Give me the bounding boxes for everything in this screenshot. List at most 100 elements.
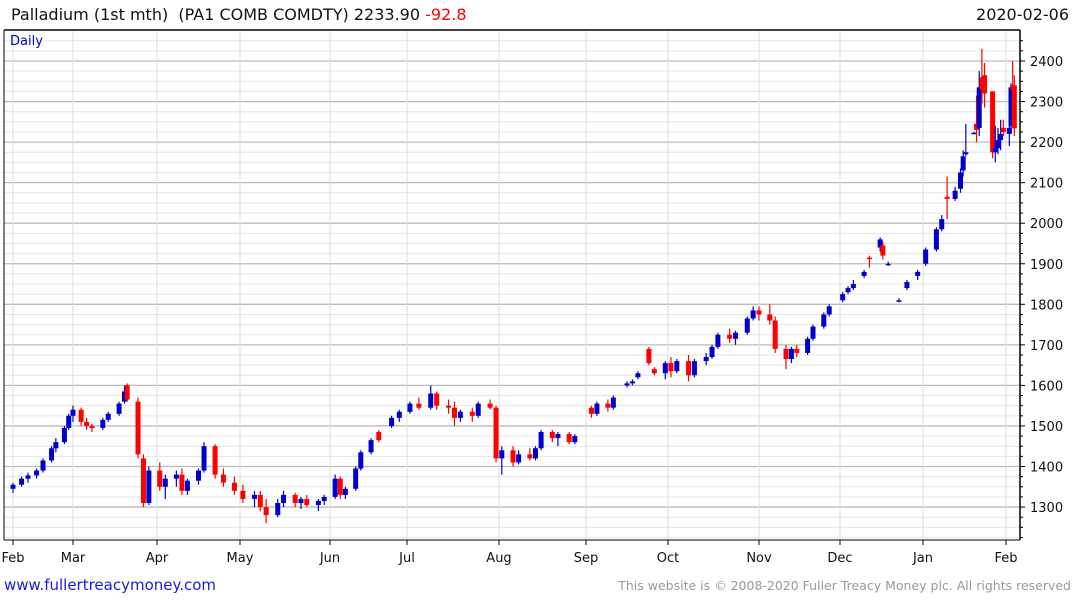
- candle-body: [1008, 87, 1014, 126]
- candle-body: [756, 310, 762, 315]
- candle-body: [231, 482, 237, 491]
- candle-body: [135, 401, 141, 455]
- candle-body: [963, 152, 969, 155]
- candle-body: [810, 326, 816, 339]
- candle-body: [342, 488, 348, 495]
- candle-body: [971, 132, 977, 135]
- candle-body: [358, 452, 364, 469]
- candle-body: [40, 460, 46, 471]
- candle-body: [715, 334, 721, 347]
- candle-body: [179, 474, 185, 491]
- candle-body: [982, 75, 988, 94]
- candle-body: [861, 271, 867, 276]
- candle-body: [896, 300, 902, 302]
- candle-body: [173, 474, 179, 479]
- candle-body: [805, 338, 811, 353]
- candle-body: [826, 306, 832, 315]
- candle-body: [140, 458, 146, 503]
- candle-body: [100, 419, 106, 428]
- candle-body: [703, 357, 709, 362]
- candle-body: [105, 413, 111, 420]
- chart-date: 2020-02-06: [976, 5, 1069, 24]
- site-link[interactable]: www.fullertreacymoney.com: [4, 576, 217, 594]
- candle-body: [446, 405, 452, 408]
- candle-body: [10, 484, 16, 489]
- candle-body: [691, 361, 697, 376]
- x-tick-label: Feb: [1, 551, 24, 566]
- candle-body: [487, 403, 493, 408]
- candle-body: [25, 475, 31, 479]
- candle-body: [944, 196, 950, 199]
- candle-body: [61, 427, 67, 443]
- candle-body: [974, 123, 980, 130]
- y-tick-label: 2000: [1030, 217, 1063, 232]
- candle-body: [527, 454, 533, 459]
- candle-body: [979, 77, 985, 90]
- candle-body: [976, 87, 982, 128]
- candle-body: [146, 470, 152, 503]
- candle-body: [549, 432, 555, 439]
- x-tick-label: Jan: [912, 551, 933, 566]
- candle-body: [493, 407, 499, 459]
- candle-body: [389, 417, 395, 426]
- candle-body: [78, 409, 84, 422]
- candle-body: [709, 346, 715, 358]
- candle-body: [877, 239, 883, 248]
- candle-body: [532, 448, 538, 459]
- candle-body: [499, 450, 505, 459]
- candle-body: [315, 500, 321, 506]
- candle-body: [451, 407, 457, 418]
- candle-body: [629, 381, 635, 384]
- candle-body: [594, 403, 600, 414]
- y-tick-label: 1600: [1030, 379, 1063, 394]
- y-tick-label: 2400: [1030, 55, 1063, 70]
- candle-body: [53, 442, 59, 449]
- candle-body: [651, 369, 657, 374]
- y-tick-label: 1700: [1030, 339, 1063, 354]
- candle-body: [686, 361, 692, 376]
- candle-body: [157, 470, 163, 487]
- candle-body: [960, 156, 966, 171]
- candle-body: [733, 332, 739, 339]
- candle-body: [263, 507, 269, 516]
- candle-body: [281, 494, 287, 503]
- x-tick-label: Nov: [746, 551, 772, 566]
- candle-body: [84, 421, 90, 426]
- candle-body: [744, 318, 750, 333]
- x-tick-label: Jul: [398, 551, 415, 566]
- candle-body: [457, 411, 463, 418]
- candle-body: [923, 249, 929, 264]
- candle-body: [19, 478, 25, 485]
- candle-body: [866, 257, 872, 260]
- candle-body: [635, 373, 641, 378]
- x-tick-label: Apr: [146, 551, 169, 566]
- candle-body: [794, 348, 800, 353]
- candle-body: [998, 133, 1004, 141]
- x-tick-label: Mar: [61, 551, 86, 566]
- candle-body: [572, 436, 578, 443]
- y-tick-label: 2300: [1030, 96, 1063, 111]
- x-tick-label: Oct: [657, 551, 679, 566]
- candle-body: [610, 397, 616, 408]
- y-tick-label: 1300: [1030, 501, 1063, 516]
- candle-body: [845, 288, 851, 293]
- candle-body: [727, 334, 733, 339]
- candle-body: [915, 271, 921, 276]
- candle-body: [292, 494, 298, 503]
- candle-body: [257, 494, 263, 508]
- candle-body: [475, 403, 481, 416]
- candle-body: [116, 403, 122, 414]
- title-text: Palladium (1st mth) (PA1 COMB COMDTY) 22…: [11, 5, 421, 24]
- y-tick-label: 1500: [1030, 420, 1063, 435]
- x-tick-label: Jun: [319, 551, 340, 566]
- candle-body: [674, 361, 680, 372]
- x-tick-label: Feb: [994, 551, 1017, 566]
- candle-body: [332, 478, 338, 497]
- candle-body: [788, 348, 794, 360]
- candle-body: [605, 403, 611, 408]
- candle-body: [880, 245, 886, 256]
- candle-body: [538, 432, 544, 449]
- y-tick-label: 1400: [1030, 461, 1063, 476]
- candle-body: [184, 480, 190, 491]
- candle-body: [396, 411, 402, 418]
